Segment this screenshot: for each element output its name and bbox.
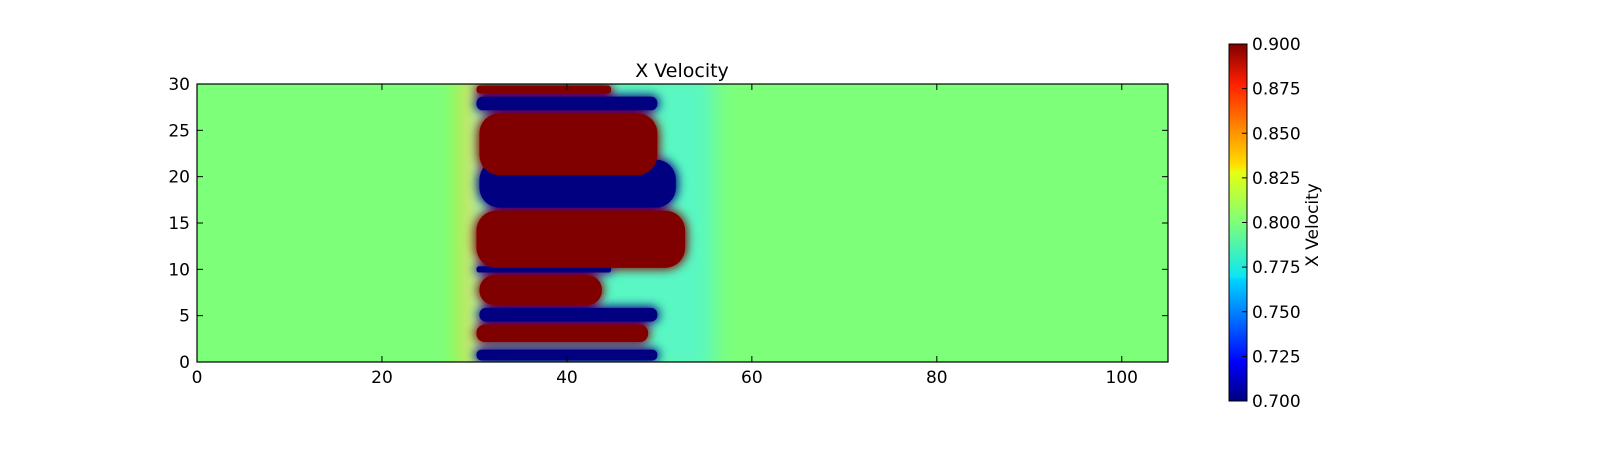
y-tick-label: 25 bbox=[168, 121, 190, 141]
chart-title: X Velocity bbox=[635, 60, 729, 82]
x-axis: 0 20 40 60 80 100 bbox=[192, 84, 1138, 388]
x-tick-label: 40 bbox=[556, 368, 578, 388]
y-tick-label: 15 bbox=[168, 214, 190, 234]
slow-band bbox=[479, 307, 658, 322]
heatmap-area bbox=[196, 83, 1169, 363]
y-tick-label: 5 bbox=[179, 307, 190, 327]
y-tick-label: 10 bbox=[168, 260, 190, 280]
fast-band bbox=[476, 210, 686, 268]
colorbar-label: X Velocity bbox=[1303, 183, 1323, 267]
colorbar: 0.700 0.725 0.750 0.775 0.800 0.825 0.850 0.875… bbox=[1228, 35, 1323, 412]
y-tick-label: 30 bbox=[168, 75, 190, 95]
y-axis: 0 5 10 15 20 25 30 bbox=[168, 75, 1168, 373]
colorbar-tick-label: 0.850 bbox=[1252, 124, 1301, 144]
x-tick-label: 100 bbox=[1106, 368, 1138, 388]
y-tick-label: 20 bbox=[168, 168, 190, 188]
x-tick-label: 60 bbox=[741, 368, 763, 388]
fast-band bbox=[476, 324, 649, 342]
colorbar-tick-label: 0.900 bbox=[1252, 35, 1301, 55]
colorbar-tick-label: 0.700 bbox=[1252, 392, 1301, 412]
colorbar-tick-label: 0.750 bbox=[1252, 303, 1301, 323]
colorbar-ticks: 0.700 0.725 0.750 0.775 0.800 0.825 0.850 0.875… bbox=[1242, 35, 1301, 412]
x-tick-label: 20 bbox=[371, 368, 393, 388]
colorbar-tick-label: 0.800 bbox=[1252, 214, 1301, 234]
colorbar-tick-label: 0.725 bbox=[1252, 347, 1301, 367]
x-tick-label: 80 bbox=[926, 368, 948, 388]
fast-band bbox=[476, 85, 612, 94]
colorbar-tick-label: 0.775 bbox=[1252, 258, 1301, 278]
fast-band bbox=[479, 113, 658, 176]
x-tick-label: 0 bbox=[192, 368, 203, 388]
slow-band bbox=[476, 349, 658, 361]
y-tick-label: 0 bbox=[179, 353, 190, 373]
colorbar-tick-label: 0.875 bbox=[1252, 80, 1301, 100]
slow-band bbox=[476, 96, 658, 111]
colorbar-tick-label: 0.825 bbox=[1252, 169, 1301, 189]
halo-yellow bbox=[460, 84, 479, 362]
fast-band bbox=[479, 275, 602, 305]
velocity-bands-core bbox=[476, 85, 686, 361]
